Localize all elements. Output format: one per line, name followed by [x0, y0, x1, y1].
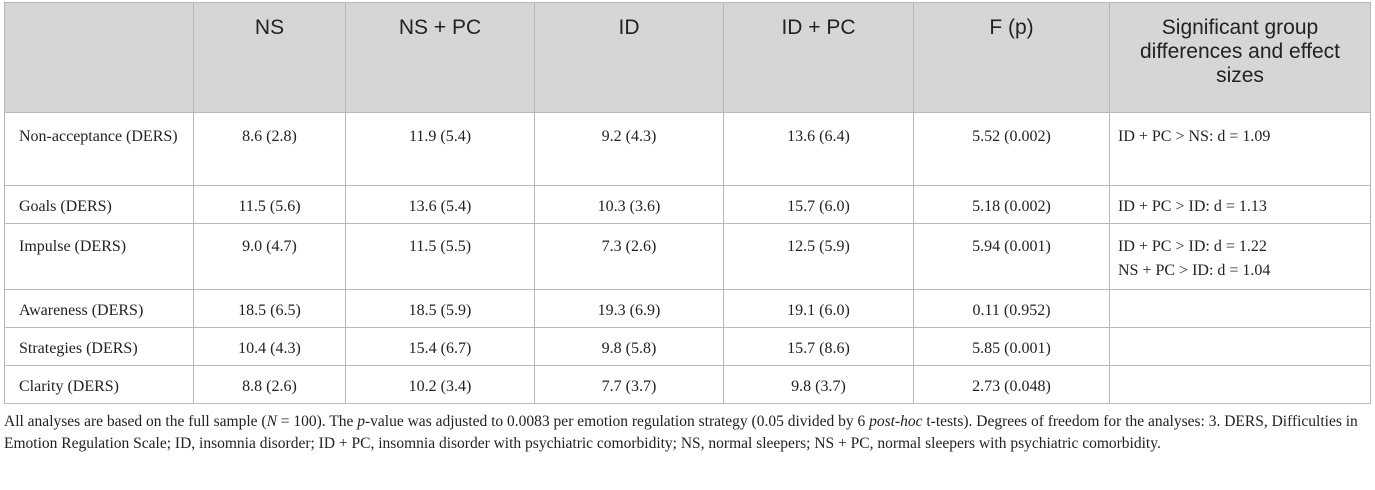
- header-ns: NS: [193, 2, 346, 113]
- cell-id-pc: 15.7 (6.0): [723, 185, 914, 224]
- significance-line: ID + PC > NS: d = 1.09: [1118, 128, 1271, 145]
- cell-ns: 18.5 (6.5): [193, 289, 346, 328]
- footnote-p-symbol: p: [357, 413, 366, 430]
- cell-ns-pc: 10.2 (3.4): [345, 365, 535, 404]
- row-label: Impulse (DERS): [4, 223, 194, 290]
- results-table: NS NS + PC ID ID + PC F (p) Significant …: [4, 2, 1371, 404]
- cell-significance: ID + PC > ID: d = 1.13: [1109, 185, 1371, 224]
- header-f-p: F (p): [913, 2, 1110, 113]
- cell-id: 7.3 (2.6): [534, 223, 724, 290]
- cell-significance: [1109, 327, 1371, 366]
- significance-line: NS + PC > ID: d = 1.04: [1118, 262, 1271, 279]
- header-ns-pc: NS + PC: [345, 2, 535, 113]
- table-row: Impulse (DERS) 9.0 (4.7) 11.5 (5.5) 7.3 …: [4, 223, 1371, 290]
- header-id: ID: [534, 2, 724, 113]
- row-label: Goals (DERS): [4, 185, 194, 224]
- cell-significance: [1109, 365, 1371, 404]
- header-row: NS NS + PC ID ID + PC F (p) Significant …: [4, 2, 1371, 113]
- cell-f-p: 2.73 (0.048): [913, 365, 1110, 404]
- footnote-text: t-tests). Degrees of freedom for the ana…: [4, 413, 1358, 452]
- cell-ns: 10.4 (4.3): [193, 327, 346, 366]
- cell-ns-pc: 15.4 (6.7): [345, 327, 535, 366]
- cell-ns-pc: 18.5 (5.9): [345, 289, 535, 328]
- header-id-pc: ID + PC: [723, 2, 914, 113]
- table-row: Goals (DERS) 11.5 (5.6) 13.6 (5.4) 10.3 …: [4, 185, 1371, 224]
- footnote-text: -value was adjusted to 0.0083 per emotio…: [365, 413, 870, 430]
- cell-ns: 11.5 (5.6): [193, 185, 346, 224]
- cell-id: 19.3 (6.9): [534, 289, 724, 328]
- table-row: Awareness (DERS) 18.5 (6.5) 18.5 (5.9) 1…: [4, 289, 1371, 328]
- cell-ns-pc: 11.9 (5.4): [345, 112, 535, 186]
- cell-ns-pc: 13.6 (5.4): [345, 185, 535, 224]
- cell-id-pc: 13.6 (6.4): [723, 112, 914, 186]
- cell-id-pc: 19.1 (6.0): [723, 289, 914, 328]
- table-row: Non-acceptance (DERS) 8.6 (2.8) 11.9 (5.…: [4, 112, 1371, 186]
- table-row: Strategies (DERS) 10.4 (4.3) 15.4 (6.7) …: [4, 327, 1371, 366]
- significance-line: ID + PC > ID: d = 1.13: [1118, 198, 1267, 215]
- cell-id: 7.7 (3.7): [534, 365, 724, 404]
- row-label: Strategies (DERS): [4, 327, 194, 366]
- cell-significance: [1109, 289, 1371, 328]
- header-empty: [4, 2, 194, 113]
- cell-ns: 9.0 (4.7): [193, 223, 346, 290]
- row-label: Non-acceptance (DERS): [4, 112, 194, 186]
- table-row: Clarity (DERS) 8.8 (2.6) 10.2 (3.4) 7.7 …: [4, 365, 1371, 404]
- cell-ns: 8.6 (2.8): [193, 112, 346, 186]
- row-label: Awareness (DERS): [4, 289, 194, 328]
- cell-id-pc: 15.7 (8.6): [723, 327, 914, 366]
- cell-ns: 8.8 (2.6): [193, 365, 346, 404]
- cell-f-p: 5.85 (0.001): [913, 327, 1110, 366]
- header-significant-differences: Significant group differences and effect…: [1109, 2, 1371, 113]
- row-label: Clarity (DERS): [4, 365, 194, 404]
- cell-f-p: 5.52 (0.002): [913, 112, 1110, 186]
- footnote-text: = 100). The: [276, 413, 358, 430]
- table-footnote: All analyses are based on the full sampl…: [4, 411, 1366, 455]
- footnote-n-symbol: N: [266, 413, 277, 430]
- cell-id: 9.8 (5.8): [534, 327, 724, 366]
- cell-f-p: 5.18 (0.002): [913, 185, 1110, 224]
- cell-id: 10.3 (3.6): [534, 185, 724, 224]
- cell-id-pc: 9.8 (3.7): [723, 365, 914, 404]
- footnote-text: All analyses are based on the full sampl…: [4, 413, 267, 430]
- footnote-posthoc: post-hoc: [869, 413, 923, 430]
- cell-significance: ID + PC > NS: d = 1.09: [1109, 112, 1371, 186]
- significance-line: ID + PC > ID: d = 1.22: [1118, 238, 1267, 255]
- cell-significance: ID + PC > ID: d = 1.22 NS + PC > ID: d =…: [1109, 223, 1371, 290]
- cell-f-p: 5.94 (0.001): [913, 223, 1110, 290]
- cell-f-p: 0.11 (0.952): [913, 289, 1110, 328]
- cell-id-pc: 12.5 (5.9): [723, 223, 914, 290]
- cell-id: 9.2 (4.3): [534, 112, 724, 186]
- cell-ns-pc: 11.5 (5.5): [345, 223, 535, 290]
